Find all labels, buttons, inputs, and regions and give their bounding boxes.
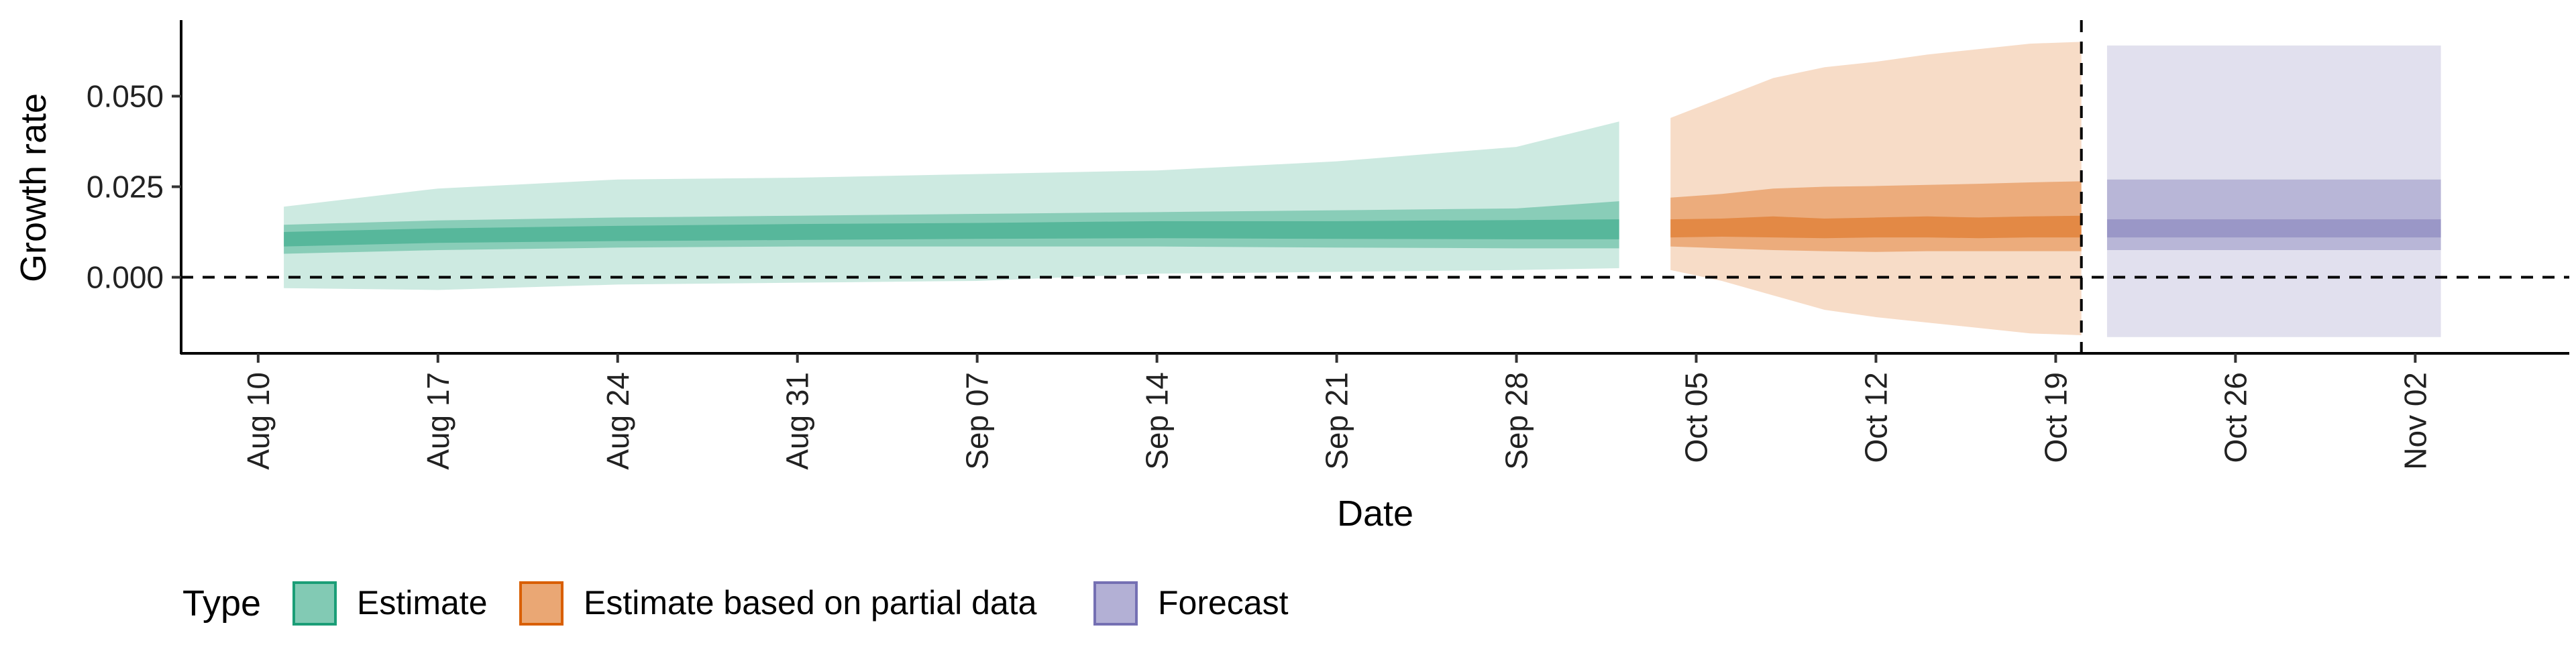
band-50-series-1 xyxy=(1670,181,2082,252)
x-tick-label: Aug 31 xyxy=(780,372,815,470)
x-tick-label: Nov 02 xyxy=(2398,372,2432,470)
x-tick-label: Sep 28 xyxy=(1499,372,1534,470)
y-axis-title: Growth rate xyxy=(13,93,54,282)
band-90-series-2 xyxy=(2106,45,2441,337)
x-tick-label: Oct 19 xyxy=(2038,372,2073,463)
x-tick-label: Aug 17 xyxy=(421,372,455,470)
legend-label-estimate: Estimate xyxy=(357,584,488,622)
x-tick-label: Sep 14 xyxy=(1140,372,1175,470)
legend-item-partial: Estimate based on partial data xyxy=(519,581,1037,626)
x-tick-label: Oct 26 xyxy=(2218,372,2253,463)
band-50-series-2 xyxy=(2106,179,2441,251)
x-axis-title: Date xyxy=(1337,493,1413,534)
legend-swatch-estimate xyxy=(292,581,337,626)
tick-labels: 0.000 0.025 0.050 Aug 10 Aug 17 Aug 24 Aug 31 S… xyxy=(87,78,2432,469)
band-90-series-1 xyxy=(1670,42,2082,335)
legend-swatch-partial xyxy=(519,581,564,626)
band-50-series-0 xyxy=(284,201,1619,254)
band-20-series-2 xyxy=(2106,219,2441,238)
y-tick-label: 0.050 xyxy=(87,78,164,113)
x-tick-label: Aug 10 xyxy=(241,372,276,470)
x-tick-label: Sep 21 xyxy=(1320,372,1354,470)
legend-title: Type xyxy=(182,583,261,624)
x-tick-label: Oct 12 xyxy=(1858,372,1893,463)
band-90-series-0 xyxy=(284,121,1619,290)
band-20-series-0 xyxy=(284,219,1619,247)
x-tick-label: Aug 24 xyxy=(600,372,635,470)
legend: Type Estimate Estimate based on partial … xyxy=(182,581,1289,626)
legend-label-partial: Estimate based on partial data xyxy=(584,584,1037,622)
y-tick-label: 0.025 xyxy=(87,170,164,204)
x-tick-label: Oct 05 xyxy=(1678,372,1713,463)
y-tick-label: 0.000 xyxy=(87,260,164,295)
bands-layer xyxy=(284,42,2441,337)
reference-lines xyxy=(181,20,2569,353)
legend-item-estimate: Estimate xyxy=(292,581,488,626)
legend-label-forecast: Forecast xyxy=(1158,584,1289,622)
band-20-series-1 xyxy=(1670,215,2082,239)
legend-swatch-forecast xyxy=(1093,581,1138,626)
legend-item-forecast: Forecast xyxy=(1093,581,1289,626)
x-tick-label: Sep 07 xyxy=(960,372,995,470)
